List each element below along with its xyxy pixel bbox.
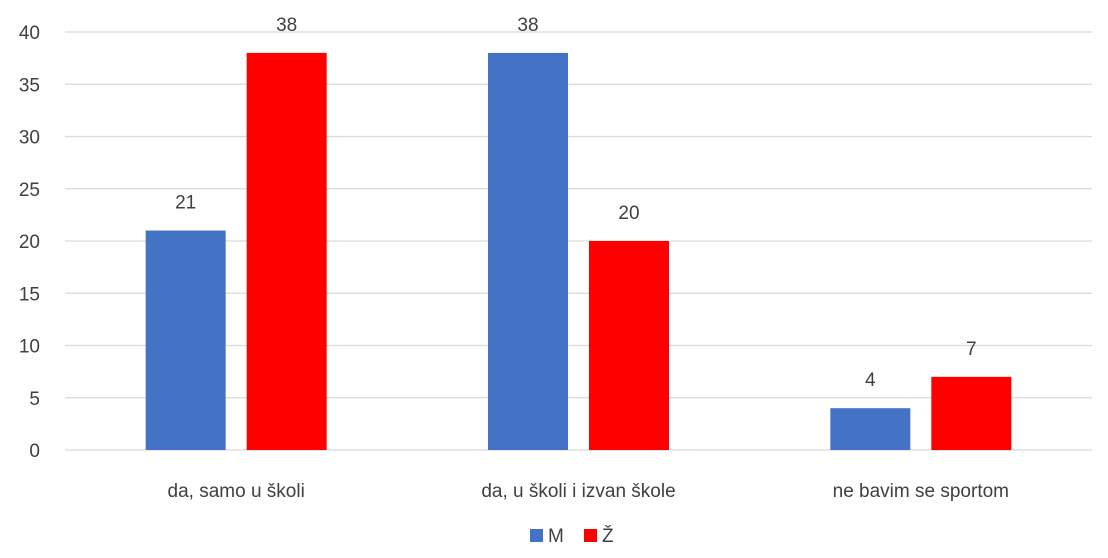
data-label: 38 bbox=[276, 15, 297, 36]
y-tick-label: 35 bbox=[19, 75, 40, 96]
bar-z-1 bbox=[589, 241, 669, 450]
y-tick-label: 40 bbox=[19, 23, 40, 44]
legend-swatch bbox=[584, 529, 597, 542]
legend-label: M bbox=[548, 526, 564, 547]
x-category-label: ne bavim se sportom bbox=[833, 481, 1009, 502]
data-label: 21 bbox=[175, 193, 196, 214]
data-label: 4 bbox=[865, 370, 876, 391]
data-label: 38 bbox=[517, 15, 538, 36]
y-tick-label: 25 bbox=[19, 180, 40, 201]
data-labels: 21 38 38 20 4 7 bbox=[175, 15, 977, 391]
bar-m-1 bbox=[488, 52, 568, 451]
bar-z-0 bbox=[246, 52, 327, 451]
x-axis-categories: da, samo u školi da, u školi i izvan škol… bbox=[168, 481, 1009, 502]
gridlines bbox=[65, 31, 1092, 451]
y-tick-label: 10 bbox=[19, 337, 40, 358]
bars bbox=[145, 52, 1012, 451]
y-axis-ticks: 0 5 10 15 20 25 30 35 40 bbox=[19, 23, 40, 462]
y-tick-label: 0 bbox=[29, 441, 40, 462]
data-label: 7 bbox=[966, 339, 977, 360]
legend-swatch bbox=[530, 529, 543, 542]
bar-m-2 bbox=[830, 408, 911, 450]
bar-m-0 bbox=[145, 230, 226, 450]
y-tick-label: 15 bbox=[19, 284, 40, 305]
x-category-label: da, u školi i izvan škole bbox=[481, 481, 675, 502]
y-tick-label: 5 bbox=[29, 389, 40, 410]
legend-label: Ž bbox=[602, 525, 614, 547]
y-tick-label: 20 bbox=[19, 232, 40, 253]
y-tick-label: 30 bbox=[19, 128, 40, 149]
x-category-label: da, samo u školi bbox=[168, 481, 305, 502]
bar-z-2 bbox=[931, 376, 1012, 450]
data-label: 20 bbox=[618, 203, 639, 224]
